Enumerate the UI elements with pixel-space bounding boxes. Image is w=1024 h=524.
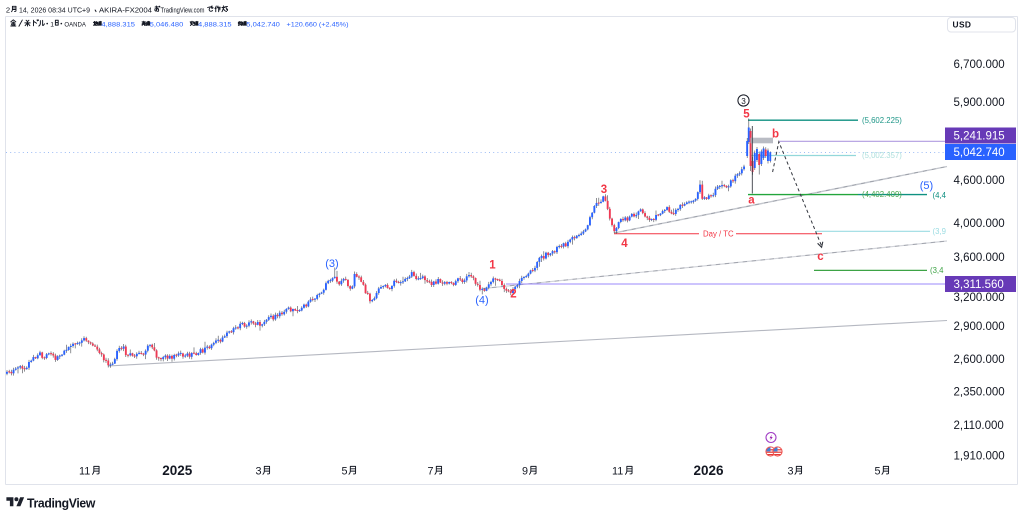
- svg-text:(4,402.409): (4,402.409): [862, 190, 902, 199]
- svg-text:11: 11: [79, 466, 90, 478]
- svg-text:2,600.000: 2,600.000: [954, 354, 1005, 366]
- svg-text:2: 2: [6, 5, 10, 14]
- svg-text:3: 3: [256, 466, 262, 478]
- svg-text:(5): (5): [920, 180, 933, 192]
- svg-text:5: 5: [342, 466, 348, 478]
- svg-text:3,200.000: 3,200.000: [954, 292, 1005, 304]
- svg-text:5,042.740: 5,042.740: [246, 21, 280, 28]
- svg-text:4,888.315: 4,888.315: [198, 21, 232, 28]
- svg-text:2: 2: [510, 289, 516, 301]
- svg-text:2,110.000: 2,110.000: [954, 420, 1004, 432]
- svg-text:1: 1: [489, 260, 496, 272]
- svg-text:4,000.000: 4,000.000: [954, 218, 1005, 230]
- svg-text:2,900.000: 2,900.000: [954, 321, 1005, 333]
- svg-text:6,700.000: 6,700.000: [954, 59, 1005, 71]
- svg-text:3,600.000: 3,600.000: [954, 252, 1005, 264]
- svg-text:14, 2026 08:34 UTC+9: 14, 2026 08:34 UTC+9: [19, 5, 90, 14]
- svg-text:5,046.480: 5,046.480: [150, 21, 184, 28]
- svg-text:a: a: [748, 195, 755, 207]
- svg-text:4: 4: [621, 238, 628, 250]
- svg-text:3,311.560: 3,311.560: [954, 279, 1004, 291]
- svg-text:c: c: [817, 251, 824, 263]
- svg-text:4,888.315: 4,888.315: [101, 21, 135, 28]
- svg-text:Day / TC: Day / TC: [703, 229, 734, 238]
- svg-text:1: 1: [50, 21, 54, 28]
- svg-text:5,241.915: 5,241.915: [954, 131, 1005, 143]
- svg-text:4,600.000: 4,600.000: [954, 175, 1005, 187]
- svg-text:+120.660 (+2.45%): +120.660 (+2.45%): [287, 21, 349, 28]
- svg-text:5: 5: [743, 109, 750, 121]
- svg-text:9: 9: [522, 466, 528, 478]
- svg-text:11: 11: [612, 466, 623, 478]
- svg-text:2026: 2026: [693, 463, 724, 478]
- svg-text:AKIRA-FX2004: AKIRA-FX2004: [99, 5, 152, 14]
- svg-text:5: 5: [875, 466, 881, 478]
- svg-text:7: 7: [428, 466, 434, 478]
- svg-text:TradingView: TradingView: [27, 495, 95, 510]
- svg-text:5,042.740: 5,042.740: [954, 147, 1005, 159]
- svg-text:2,350.000: 2,350.000: [954, 387, 1005, 399]
- svg-text:USD: USD: [953, 20, 972, 30]
- svg-text:(4): (4): [475, 295, 488, 307]
- svg-text:b: b: [772, 129, 779, 141]
- svg-text:OANDA: OANDA: [64, 21, 86, 28]
- svg-text:(3,4: (3,4: [930, 266, 944, 275]
- svg-text:3: 3: [601, 184, 607, 196]
- svg-text:(3,9: (3,9: [933, 227, 946, 236]
- svg-text:TradingView.com: TradingView.com: [161, 5, 205, 14]
- svg-text:(5,002.357): (5,002.357): [862, 151, 902, 160]
- svg-text:(4,4: (4,4: [933, 191, 947, 200]
- svg-text:3: 3: [788, 466, 794, 478]
- svg-text:2025: 2025: [162, 463, 193, 478]
- svg-text:(3): (3): [325, 258, 338, 270]
- svg-text:1,910.000: 1,910.000: [954, 451, 1005, 463]
- svg-text:5,900.000: 5,900.000: [954, 97, 1005, 109]
- svg-text:3: 3: [741, 97, 746, 106]
- svg-text:(5,602.225): (5,602.225): [862, 116, 902, 125]
